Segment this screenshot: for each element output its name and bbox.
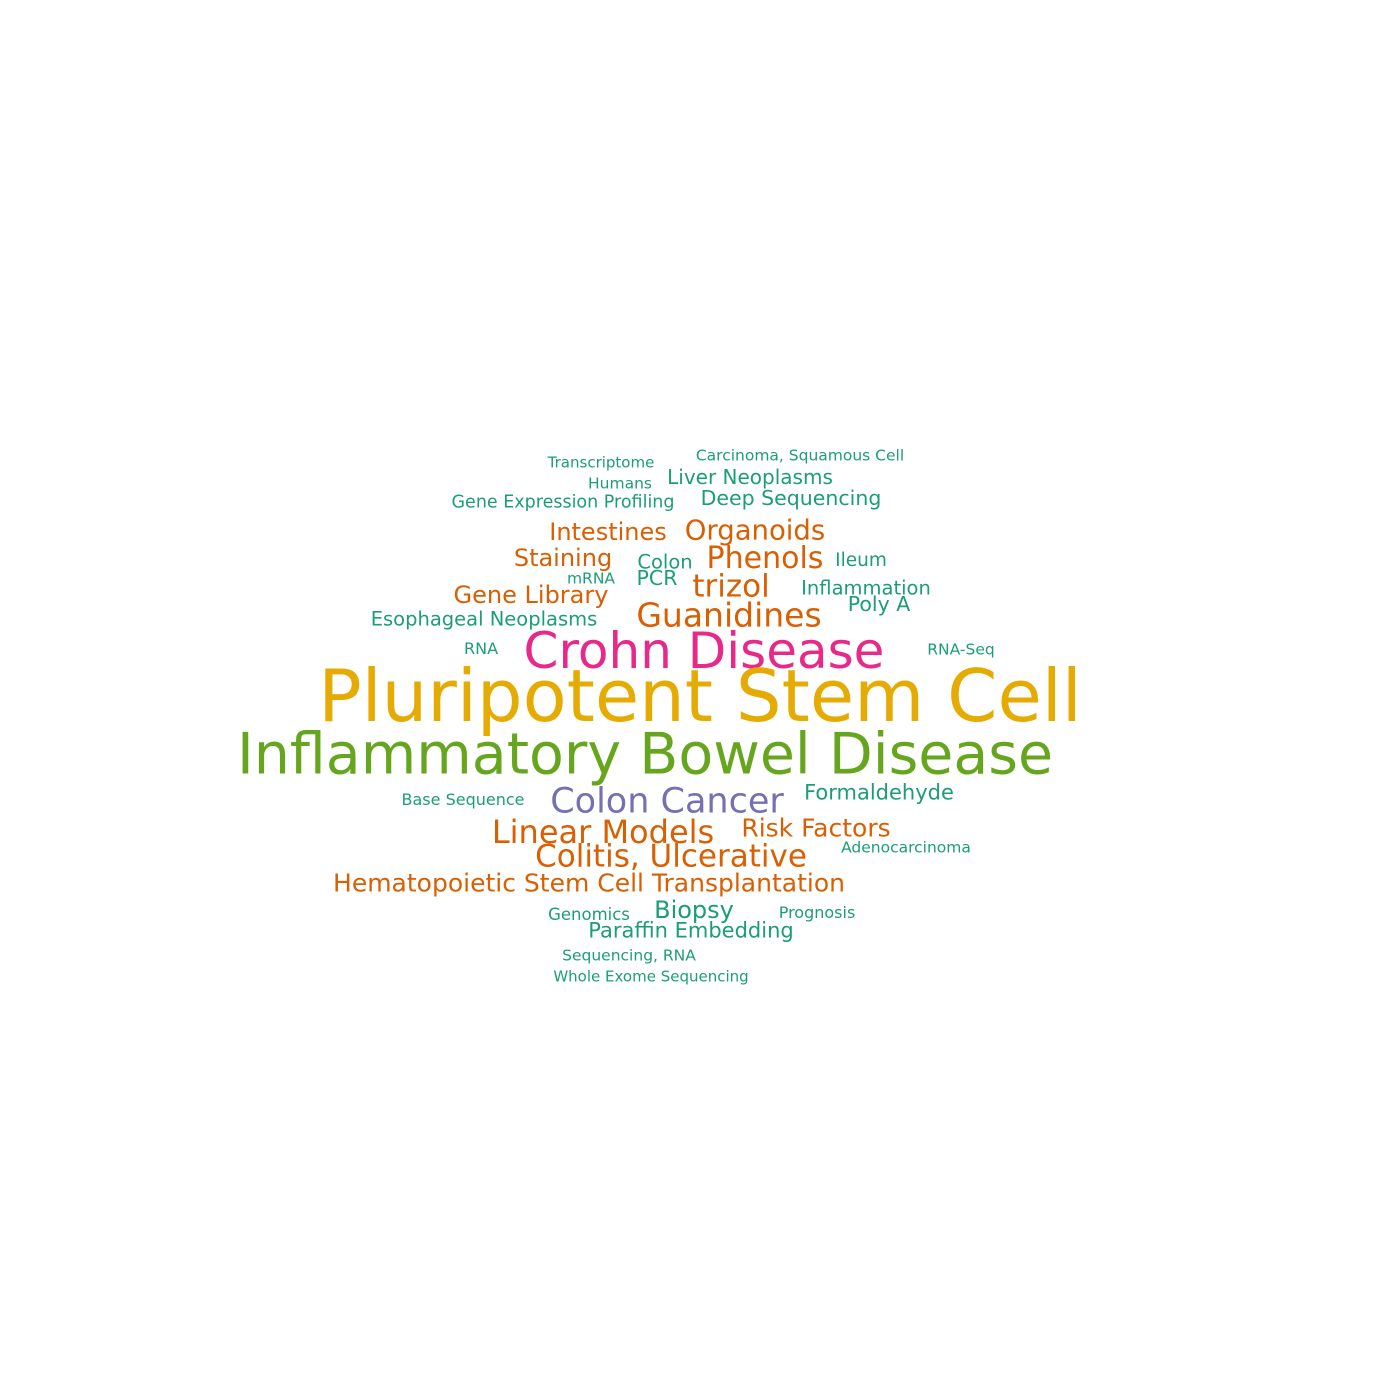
word-carcinoma-squamous-cell: Carcinoma, Squamous Cell — [695, 446, 905, 465]
word-adenocarcinoma: Adenocarcinoma — [841, 838, 971, 857]
word-formaldehyde: Formaldehyde — [804, 780, 954, 805]
word-risk-factors: Risk Factors — [741, 813, 891, 843]
word-liver-neoplasms: Liver Neoplasms — [667, 465, 833, 489]
word-sequencing-rna: Sequencing, RNA — [562, 946, 696, 965]
word-crohn-disease: Crohn Disease — [523, 622, 885, 680]
word-pluripotent-stem-cell: Pluripotent Stem Cell — [318, 654, 1082, 738]
word-ileum: Ileum — [835, 549, 887, 571]
word-humans: Humans — [588, 474, 652, 493]
word-hematopoietic-stem-cell-transplantation: Hematopoietic Stem Cell Transplantation — [333, 868, 845, 898]
word-esophageal-neoplasms: Esophageal Neoplasms — [370, 607, 598, 631]
word-inflammatory-bowel-disease: Inflammatory Bowel Disease — [236, 721, 1054, 788]
word-genomics: Genomics — [548, 904, 630, 924]
word-poly-a: Poly A — [847, 591, 911, 616]
word-rna-seq: RNA-Seq — [927, 640, 995, 659]
word-biopsy: Biopsy — [654, 896, 734, 924]
word-intestines: Intestines — [549, 518, 667, 546]
word-staining: Staining — [513, 544, 613, 572]
word-gene-library: Gene Library — [453, 581, 609, 609]
word-phenols: Phenols — [706, 541, 824, 576]
word-colon: Colon — [637, 550, 693, 574]
word-mrna: mRNA — [566, 569, 616, 588]
word-guanidines: Guanidines — [636, 595, 822, 635]
word-colitis-ulcerative: Colitis, Ulcerative — [535, 838, 807, 875]
word-pcr: PCR — [636, 565, 678, 590]
word-base-sequence: Base Sequence — [401, 790, 525, 809]
word-deep-sequencing: Deep Sequencing — [700, 485, 882, 510]
word-organoids: Organoids — [684, 514, 826, 547]
word-prognosis: Prognosis — [778, 903, 856, 922]
word-inflammation: Inflammation — [801, 576, 931, 600]
word-colon-cancer: Colon Cancer — [550, 781, 784, 822]
word-gene-expression-profiling: Gene Expression Profiling — [451, 492, 675, 513]
word-rna: RNA — [463, 639, 499, 658]
word-paraffin-embedding: Paraffin Embedding — [588, 918, 794, 943]
word-transcriptome: Transcriptome — [547, 453, 655, 472]
word-whole-exome-sequencing: Whole Exome Sequencing — [553, 967, 749, 986]
word-trizol: trizol — [692, 568, 770, 605]
word-linear-models: Linear Models — [491, 813, 715, 851]
